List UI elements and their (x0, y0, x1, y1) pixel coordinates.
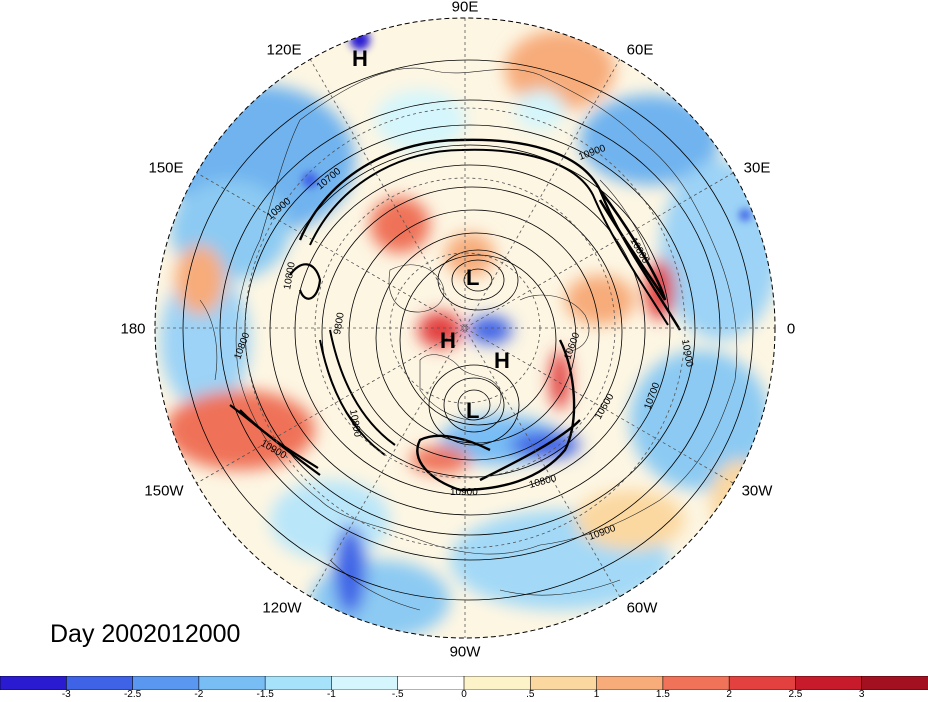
colorbar-tick-label: 3 (858, 689, 865, 700)
contour-label: 10900 (679, 339, 695, 369)
colorbar-box (331, 676, 399, 690)
colorbar-tick-label: -2.5 (123, 689, 142, 700)
contour-label: 10900 (450, 487, 478, 498)
longitude-label-90e: 90E (451, 0, 479, 16)
contour-label: 10800 (282, 261, 298, 291)
high-center-label: H (440, 328, 456, 353)
colorbar-box (397, 676, 465, 690)
low-center-label: L (466, 265, 479, 290)
lat-lon-grid (155, 18, 775, 638)
colorbar-box (795, 676, 863, 690)
colorbar-box (0, 676, 68, 690)
coastlines (199, 67, 738, 611)
low-center-label: L (466, 398, 479, 423)
colorbar-tick-label: .5 (526, 689, 535, 700)
colorbar-box (264, 676, 333, 690)
colorbar-box (463, 676, 532, 690)
colorbar-box (529, 676, 598, 690)
colorbar-box (65, 676, 134, 690)
longitude-label-150e: 150E (148, 159, 184, 177)
contour-label: 10800 (347, 409, 363, 439)
map-boundary (154, 17, 776, 639)
longitude-label-150w: 150W (144, 482, 184, 500)
longitude-label-60e: 60E (626, 41, 654, 59)
colorbar-tick-label: 2 (726, 689, 732, 700)
longitude-label-180: 180 (120, 320, 146, 338)
colorbar-tick-label: -.5 (391, 689, 404, 700)
high-center-label: H (352, 46, 368, 71)
colorbar-tick-label: 1 (593, 689, 600, 700)
colorbar-tick-label: 0 (461, 689, 467, 700)
colorbar-box (728, 676, 797, 690)
contour-label: 9800 (332, 311, 347, 335)
colorbar-tick-label: 2.5 (788, 689, 803, 700)
colorbar-box (662, 676, 730, 690)
longitude-label-90w: 90W (449, 643, 481, 661)
height-contours (182, 59, 754, 601)
longitude-label-0: 0 (786, 320, 796, 338)
pressure-centers: H L H H L (352, 46, 510, 423)
colorbar-tick-label: 1.5 (655, 689, 670, 700)
colorbar-tick-label: -2 (194, 689, 204, 700)
longitude-label-30w: 30W (741, 482, 773, 500)
map-title: Day 2002012000 (50, 620, 241, 648)
colorbar-box (861, 676, 928, 690)
longitude-label-120w: 120W (262, 599, 302, 617)
jet-contours (229, 138, 682, 492)
colorbar-tick-label: -1.5 (256, 689, 274, 700)
colorbar-tick-label: -3 (61, 689, 71, 700)
colorbar-box (596, 676, 664, 690)
colorbar-tick-label: -1 (326, 689, 336, 700)
colorbar-box (132, 676, 200, 690)
colorbar (0, 676, 928, 690)
high-center-label: H (494, 348, 510, 373)
colorbar-box (198, 676, 266, 690)
longitude-label-30e: 30E (743, 159, 771, 177)
longitude-label-120e: 120E (266, 41, 302, 59)
longitude-label-60w: 60W (626, 599, 658, 617)
